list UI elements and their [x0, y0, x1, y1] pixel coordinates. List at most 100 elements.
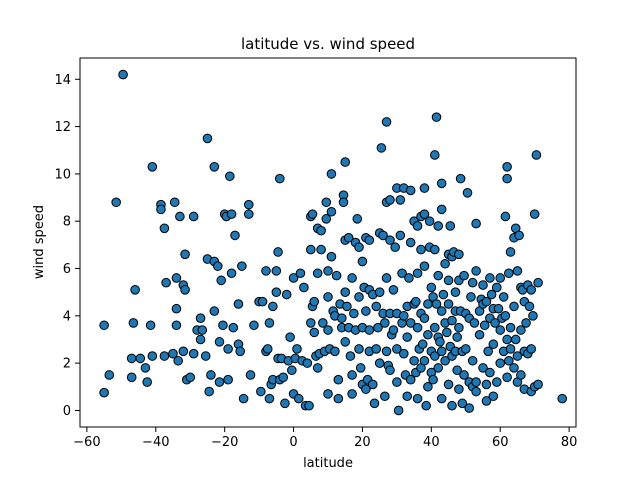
data-point [490, 318, 500, 328]
data-point [512, 351, 523, 361]
data-point [173, 355, 183, 366]
data-point [412, 393, 423, 404]
data-point [474, 329, 485, 340]
data-point [156, 204, 166, 215]
data-point [257, 296, 268, 307]
data-point [309, 327, 320, 338]
data-point [171, 303, 182, 314]
data-point [321, 214, 332, 224]
data-point [316, 244, 326, 255]
data-point [466, 292, 476, 302]
data-point [421, 400, 431, 411]
data-point [264, 318, 275, 328]
data-point [429, 244, 440, 255]
x-axis-ticks: −60 −40 −20 0 20 40 60 80 [73, 427, 577, 450]
data-point [268, 301, 278, 312]
data-point [212, 261, 223, 271]
data-point [216, 275, 227, 286]
data-point [454, 384, 464, 394]
data-point [509, 363, 519, 373]
data-point [214, 377, 225, 387]
data-point [502, 372, 512, 383]
data-point [180, 285, 190, 295]
data-point [471, 386, 481, 397]
data-point [135, 353, 146, 364]
data-point [402, 332, 413, 342]
data-point [364, 325, 375, 335]
data-point [455, 173, 466, 184]
data-point [392, 344, 402, 354]
data-point [292, 344, 302, 354]
data-point [357, 256, 368, 267]
data-point [440, 355, 450, 366]
data-point [262, 344, 273, 354]
data-point [510, 334, 521, 345]
data-point [502, 334, 512, 345]
data-point [385, 235, 395, 245]
x-tick-label: −20 [211, 435, 238, 450]
data-point [126, 372, 137, 383]
data-point [343, 232, 354, 243]
data-point [147, 162, 158, 172]
data-point [412, 268, 423, 279]
data-point [367, 379, 378, 390]
data-point [321, 197, 332, 208]
data-point [440, 258, 450, 269]
data-point [483, 346, 493, 357]
data-point [161, 277, 171, 288]
y-axis-label: wind speed [32, 205, 47, 279]
data-point [471, 377, 481, 387]
data-point [185, 372, 196, 383]
data-point [354, 242, 364, 253]
data-point [293, 393, 304, 404]
data-point [505, 247, 516, 257]
data-point [388, 325, 399, 335]
data-point [393, 405, 404, 416]
data-point [419, 313, 430, 323]
data-point [429, 150, 440, 160]
data-point [417, 339, 428, 350]
data-point [326, 169, 337, 179]
data-point [330, 346, 340, 357]
data-point [531, 150, 542, 160]
data-point [504, 268, 514, 279]
data-point [495, 358, 506, 368]
data-point [340, 337, 351, 347]
data-point [505, 322, 516, 333]
data-point [369, 398, 380, 409]
data-point [312, 363, 323, 373]
data-point [457, 398, 468, 409]
y-tick-label: 8 [63, 215, 71, 230]
data-point [500, 311, 511, 321]
data-point [271, 266, 282, 276]
data-point [326, 206, 337, 217]
data-point [355, 363, 366, 373]
data-point [462, 188, 473, 198]
data-point [345, 351, 356, 361]
data-point [336, 313, 347, 323]
data-point [223, 344, 233, 354]
data-point [305, 318, 316, 328]
data-point [347, 389, 357, 399]
data-point [361, 384, 371, 394]
data-point [426, 282, 437, 293]
data-point [331, 270, 342, 281]
data-point [226, 209, 237, 219]
data-point [485, 367, 495, 378]
data-point [411, 296, 421, 307]
y-tick-label: 12 [54, 120, 71, 135]
data-point [460, 344, 471, 354]
x-tick-label: 80 [561, 435, 578, 450]
data-point [459, 270, 469, 281]
data-point [249, 320, 259, 331]
data-point [361, 306, 371, 316]
data-point [423, 381, 433, 392]
data-point [380, 391, 390, 402]
data-point [524, 301, 535, 312]
data-point [168, 348, 178, 359]
data-point [488, 339, 499, 350]
data-point [333, 393, 344, 404]
data-point [516, 370, 526, 380]
data-point [481, 396, 492, 406]
